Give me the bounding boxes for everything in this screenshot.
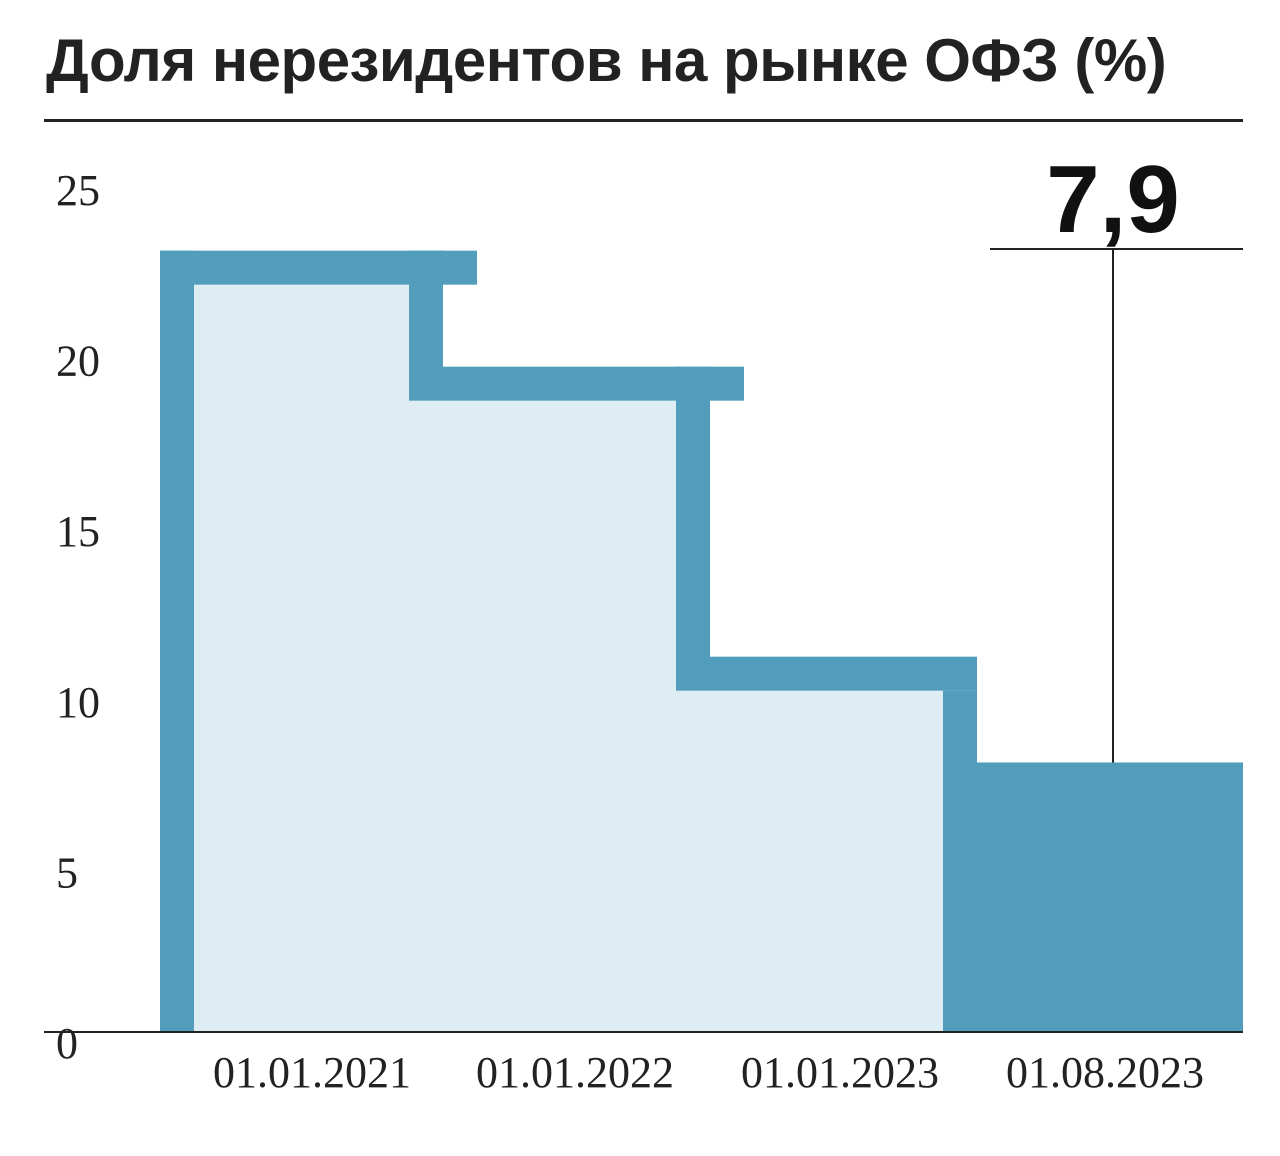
bar-step-1 <box>409 250 443 401</box>
y-tick-label: 20 <box>56 337 100 386</box>
callout-group: 7,9 <box>990 146 1243 763</box>
bar-top-2 <box>710 656 977 691</box>
x-tick-label: 01.08.2023 <box>1006 1048 1204 1097</box>
bar-3 <box>943 762 1243 1032</box>
bar-left-edge <box>160 250 194 1033</box>
x-tick-label: 01.01.2023 <box>741 1048 939 1097</box>
bar-fill-0 <box>194 284 443 1033</box>
callout-value-label: 7,9 <box>1046 146 1179 253</box>
title-divider <box>44 119 1243 122</box>
bar-fill-2 <box>710 690 943 1032</box>
y-tick-label: 10 <box>56 678 100 727</box>
bars-group <box>160 250 1243 1033</box>
chart-title: Доля нерезидентов на рынке ОФЗ (%) <box>46 27 1167 94</box>
y-ticks-group: 0 5 10 15 20 25 <box>56 166 100 1068</box>
bar-step-3 <box>943 690 977 764</box>
x-ticks-group: 01.01.2021 01.01.2022 01.01.2023 01.08.2023 <box>213 1048 1204 1097</box>
y-tick-label: 15 <box>56 507 100 556</box>
bar-fill-1 <box>443 400 710 1032</box>
bar-step-2 <box>676 366 710 691</box>
y-tick-label: 25 <box>56 166 100 215</box>
y-tick-label: 0 <box>56 1019 78 1068</box>
x-tick-label: 01.01.2021 <box>213 1048 411 1097</box>
x-tick-label: 01.01.2022 <box>476 1048 674 1097</box>
y-tick-label: 5 <box>56 848 78 897</box>
